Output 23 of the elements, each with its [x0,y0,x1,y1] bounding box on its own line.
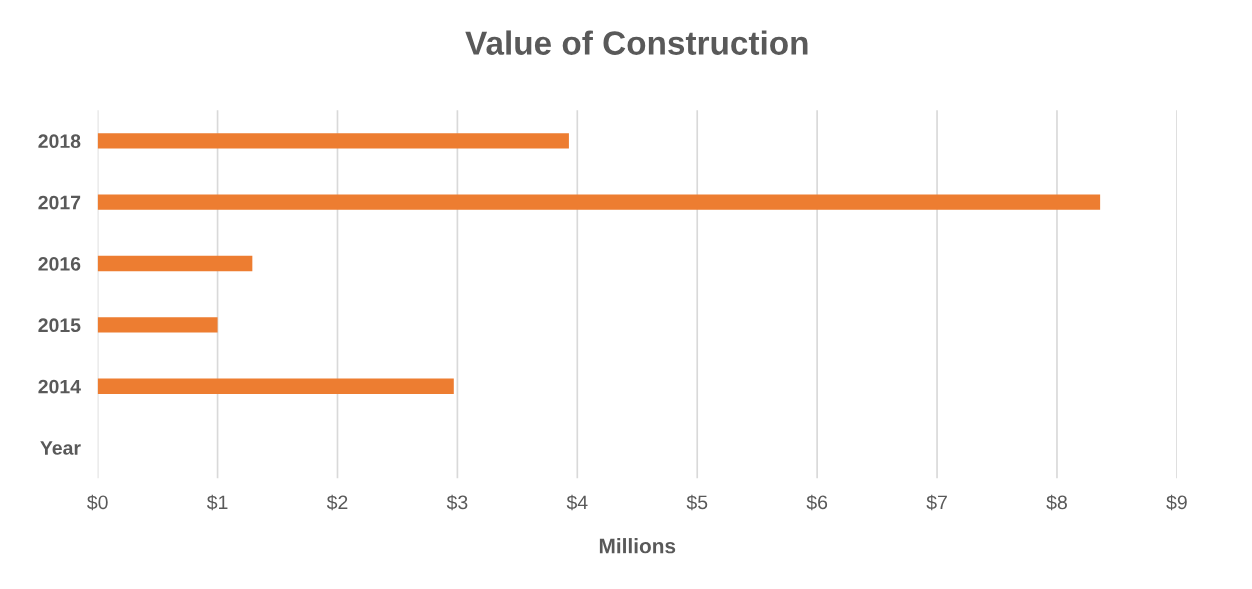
x-tick-label: $8 [1046,494,1067,511]
x-tick-label: $3 [446,494,468,511]
x-tick-label: $0 [87,494,108,511]
bar [97,194,1101,210]
y-tick-label: 2017 [38,195,81,210]
x-tick-label: $6 [806,494,828,511]
x-tick-label: $7 [926,494,947,511]
bar [97,255,253,272]
chart-title: Value of Construction [465,30,808,55]
y-tick-label: Year [40,441,81,455]
bar [97,317,218,333]
x-axis-title: Millions [599,538,676,554]
y-tick-label: 2014 [38,379,81,394]
x-tick-label: $2 [326,494,348,511]
x-tick-label: $5 [686,494,708,511]
y-tick-label: 2018 [38,134,81,149]
y-tick-label: 2016 [38,257,81,271]
y-tick-label: 2015 [38,318,81,333]
bar [97,133,569,149]
x-tick-label: $4 [566,494,588,511]
x-tick-label: $9 [1166,494,1187,511]
x-tick-label: $1 [206,494,228,511]
bar [97,378,454,394]
